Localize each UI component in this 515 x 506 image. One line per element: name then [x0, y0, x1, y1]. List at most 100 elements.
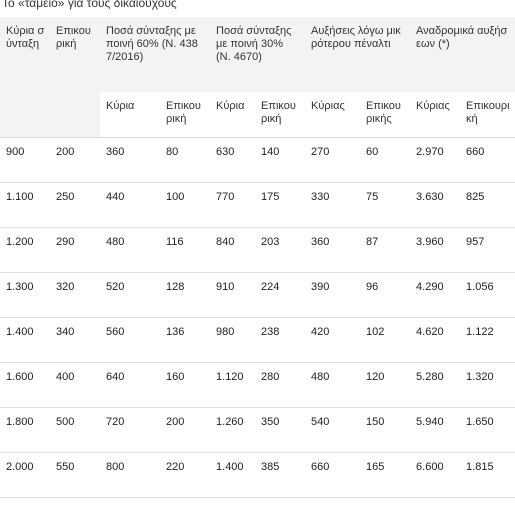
table-cell: 1.320	[460, 362, 515, 408]
table-cell: 840	[210, 227, 256, 273]
table-cell: 390	[305, 272, 361, 318]
table-row: 2.000 550 800 220 1.400 385 660 165 6.600 1.815	[0, 452, 515, 498]
subheader-cell: Κύριας	[410, 92, 461, 138]
table-cell: 1.815	[460, 452, 515, 498]
table-cell: 330	[305, 182, 361, 228]
table-cell: 480	[305, 362, 361, 408]
caption: Το «ταμείο» για τους δικαιούχους	[2, 0, 177, 10]
table-cell: 1.800	[0, 407, 50, 453]
table-cell: 360	[305, 227, 361, 273]
table-body: 900 200 360 80 630 140 270 60 2.970 660 1.100 250 44…	[0, 137, 515, 498]
table-cell: 770	[210, 182, 256, 228]
subheader-cell: Κύρια	[100, 92, 160, 138]
table-cell: 87	[360, 227, 411, 273]
table-cell: 660	[305, 452, 361, 498]
table-cell: 560	[100, 317, 160, 363]
table-cell: 220	[160, 452, 211, 498]
table-cell: 400	[50, 362, 100, 408]
subheader-cell: Επικουρικής	[360, 92, 411, 138]
subheader-cell: Επικουρική	[160, 92, 211, 138]
table-cell: 980	[210, 317, 256, 363]
table-cell: 200	[50, 137, 100, 183]
table-cell: 80	[160, 137, 211, 183]
table-cell: 2.970	[410, 137, 461, 183]
table-head: Κύρια σύνταξη Επικουρική Ποσά σύνταξης με …	[0, 17, 515, 138]
table-cell: 340	[50, 317, 100, 363]
table-cell: 165	[360, 452, 411, 498]
table-cell: 136	[160, 317, 211, 363]
table-cell: 238	[255, 317, 306, 363]
table-cell: 480	[100, 227, 160, 273]
table-row: 1.600 400 640 160 1.120 280 480 120 5.280 1.320	[0, 362, 515, 408]
table-row: 1.100 250 440 100 770 175 330 75 3.630 825	[0, 182, 515, 228]
table-row: 1.200 290 480 116 840 203 360 87 3.960 957	[0, 227, 515, 273]
table-cell: 550	[50, 452, 100, 498]
table-cell: 96	[360, 272, 411, 318]
table-row: 1.800 500 720 200 1.260 350 540 150 5.940 1.650	[0, 407, 515, 453]
table-cell: 900	[0, 137, 50, 183]
table-cell: 350	[255, 407, 306, 453]
table-cell: 500	[50, 407, 100, 453]
table-cell: 224	[255, 272, 306, 318]
table-cell: 910	[210, 272, 256, 318]
table-cell: 1.400	[0, 317, 50, 363]
table-cell: 160	[160, 362, 211, 408]
table-cell: 4.290	[410, 272, 461, 318]
table-cell: 200	[160, 407, 211, 453]
table-cell: 1.650	[460, 407, 515, 453]
table: Κύρια σύνταξη Επικουρική Ποσά σύνταξης με …	[0, 17, 515, 498]
header-cell: Αυξήσεις λόγω μικρότερου πέναλτι	[305, 17, 411, 92]
table-cell: 540	[305, 407, 361, 453]
table-cell: 420	[305, 317, 361, 363]
table-cell: 1.600	[0, 362, 50, 408]
table-cell: 1.260	[210, 407, 256, 453]
table-row: 1.400 340 560 136 980 238 420 102 4.620 1.122	[0, 317, 515, 363]
table-cell: 385	[255, 452, 306, 498]
subheader-cell: Κύρια	[210, 92, 256, 138]
table-cell: 128	[160, 272, 211, 318]
subheader-cell: Κύριας	[305, 92, 361, 138]
table-row: 900 200 360 80 630 140 270 60 2.970 660	[0, 137, 515, 183]
table-cell: 280	[255, 362, 306, 408]
table-cell: 520	[100, 272, 160, 318]
table-cell: 75	[360, 182, 411, 228]
table-cell: 720	[100, 407, 160, 453]
table-cell: 102	[360, 317, 411, 363]
table-cell: 4.620	[410, 317, 461, 363]
table-cell: 175	[255, 182, 306, 228]
header-row: Κύρια σύνταξη Επικουρική Ποσά σύνταξης με …	[0, 17, 515, 138]
table-cell: 116	[160, 227, 211, 273]
table-cell: 1.200	[0, 227, 50, 273]
table-cell: 270	[305, 137, 361, 183]
table-cell: 60	[360, 137, 411, 183]
subheader-row: Κύρια Επικουρική Κύρια Επικουρική Κύριας Επικ…	[0, 92, 515, 138]
table-cell: 290	[50, 227, 100, 273]
table-cell: 1.122	[460, 317, 515, 363]
table-cell: 140	[255, 137, 306, 183]
table-cell: 825	[460, 182, 515, 228]
subheader-cell: Επικουρική	[255, 92, 306, 138]
header-cell: Αναδρομικά αυξήσεων (*)	[410, 17, 515, 92]
table-cell: 203	[255, 227, 306, 273]
table-cell: 630	[210, 137, 256, 183]
table-cell: 957	[460, 227, 515, 273]
table-cell: 660	[460, 137, 515, 183]
table-cell: 5.940	[410, 407, 461, 453]
subheader-cell: Επικουρική	[460, 92, 515, 138]
table-cell: 3.630	[410, 182, 461, 228]
header-cell: Επικουρική	[50, 17, 100, 138]
table-cell: 5.280	[410, 362, 461, 408]
header-cell: Ποσά σύνταξης με ποινή 30% (Ν. 4670)	[210, 17, 306, 92]
table-cell: 1.056	[460, 272, 515, 318]
table-cell: 100	[160, 182, 211, 228]
table-cell: 1.120	[210, 362, 256, 408]
header-cell: Ποσά σύνταξης με ποινή 60% (Ν. 4387/2016…	[100, 17, 211, 92]
table-row: 1.300 320 520 128 910 224 390 96 4.290 1.056	[0, 272, 515, 318]
table-cell: 640	[100, 362, 160, 408]
table-cell: 120	[360, 362, 411, 408]
table-cell: 3.960	[410, 227, 461, 273]
table-cell: 440	[100, 182, 160, 228]
table-cell: 2.000	[0, 452, 50, 498]
table-cell: 1.400	[210, 452, 256, 498]
